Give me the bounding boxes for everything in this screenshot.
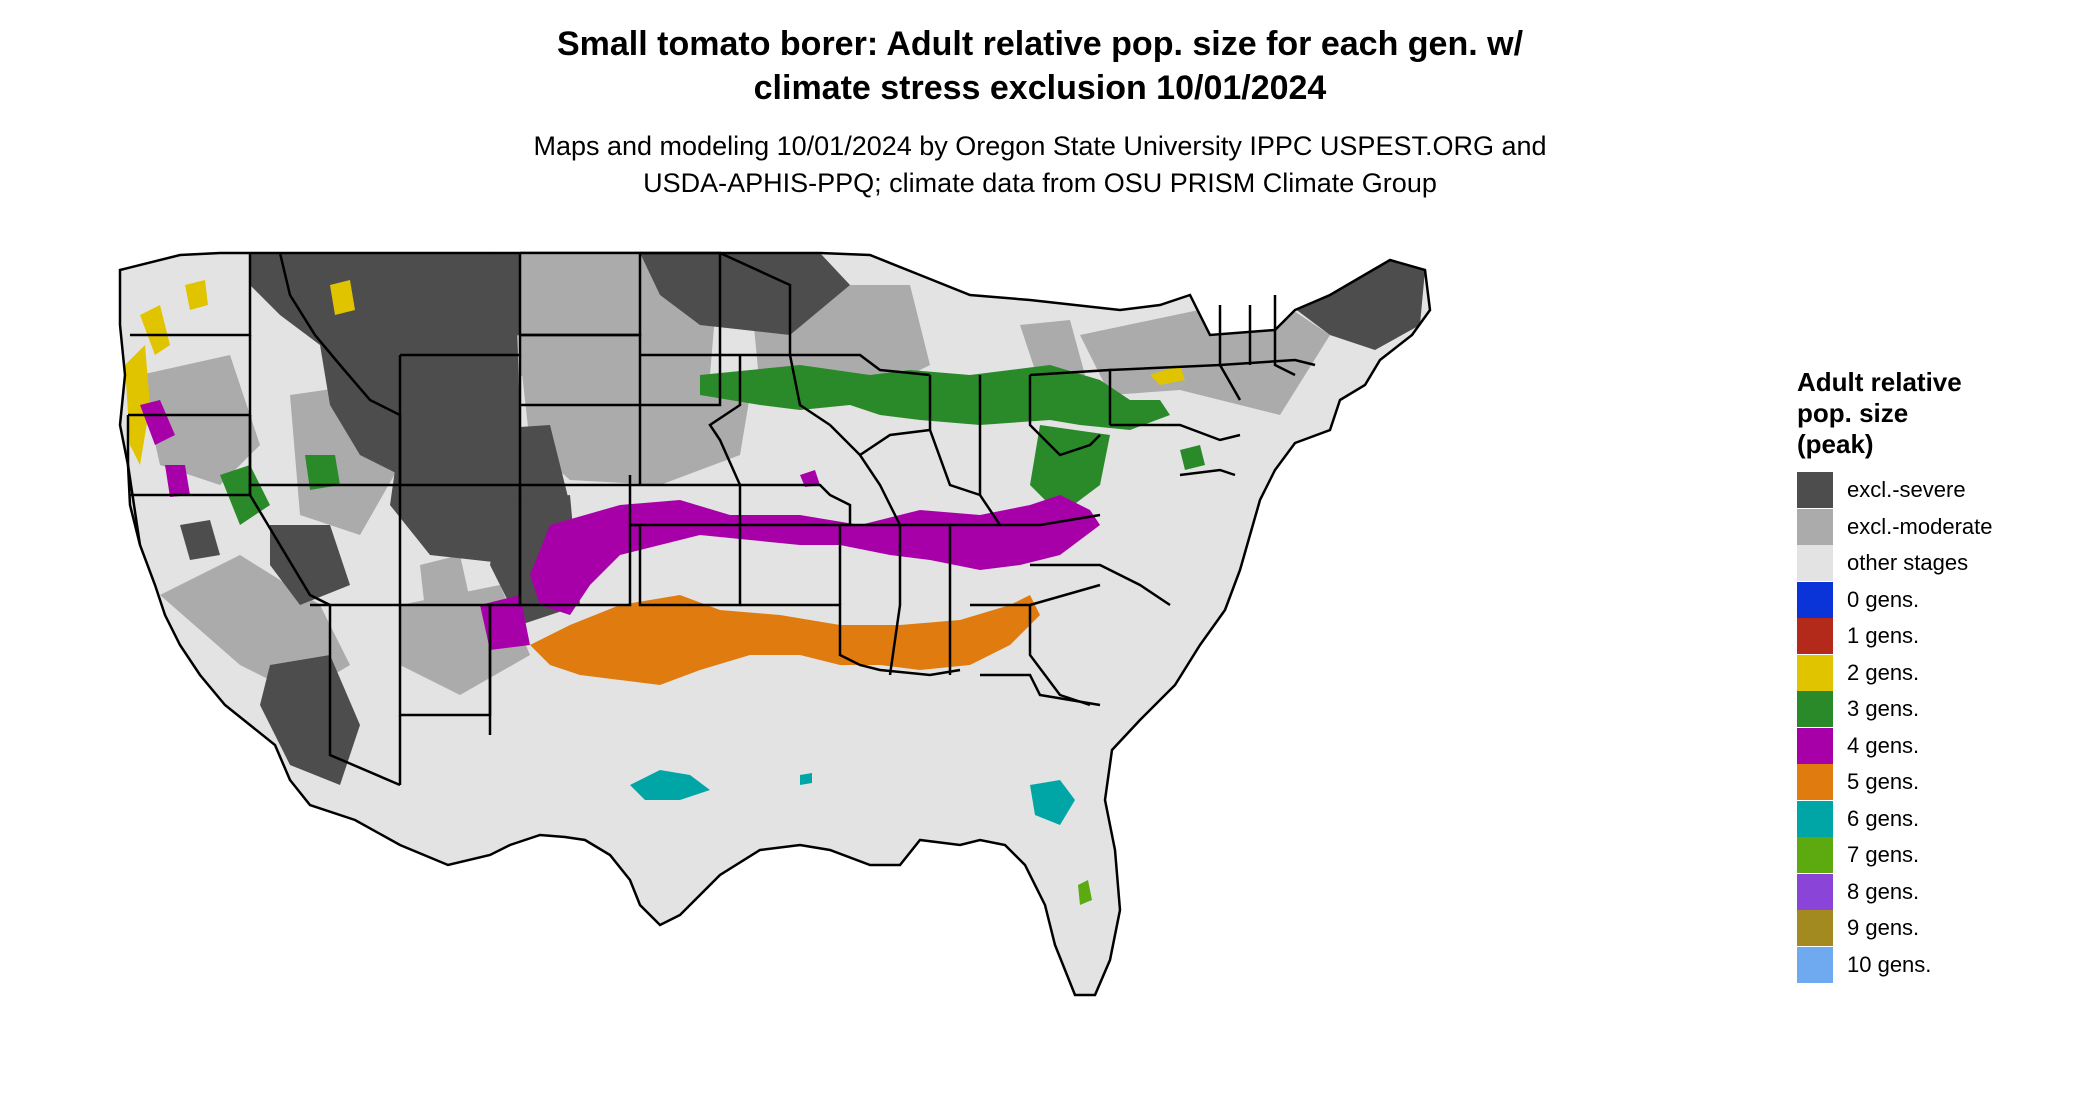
- zone-6-gens: [630, 770, 1075, 825]
- legend-swatch: [1797, 691, 1833, 728]
- subtitle-line-1: Maps and modeling 10/01/2024 by Oregon S…: [533, 131, 1547, 161]
- legend-label: other stages: [1847, 550, 1969, 576]
- legend-label: 6 gens.: [1847, 805, 1920, 831]
- map-title: Small tomato borer: Adult relative pop. …: [300, 22, 1780, 110]
- legend-title-line-1: Adult relative: [1797, 367, 1962, 397]
- zone-3-gens: [220, 365, 1205, 525]
- legend-label: 10 gens.: [1847, 951, 1932, 977]
- legend-item: other stages: [1797, 545, 2087, 582]
- legend-swatch: [1797, 727, 1833, 764]
- legend: Adult relative pop. size (peak) excl.-se…: [1797, 367, 2087, 983]
- map-subtitle: Maps and modeling 10/01/2024 by Oregon S…: [300, 128, 1780, 202]
- subtitle-line-2: USDA-APHIS-PPQ; climate data from OSU PR…: [643, 168, 1437, 198]
- legend-label: excl.-moderate: [1847, 513, 1993, 539]
- legend-label: 9 gens.: [1847, 915, 1920, 941]
- legend-title-line-3: (peak): [1797, 429, 1874, 459]
- legend-label: 0 gens.: [1847, 586, 1920, 612]
- legend-swatch: [1797, 472, 1833, 509]
- legend-swatch: [1797, 764, 1833, 801]
- legend-swatch: [1797, 545, 1833, 582]
- legend-item: excl.-severe: [1797, 472, 2087, 509]
- zone-5-gens: [530, 595, 1040, 685]
- state-borders: [118, 251, 1432, 997]
- legend-title: Adult relative pop. size (peak): [1797, 367, 2087, 460]
- legend-swatch: [1797, 508, 1833, 545]
- legend-swatch: [1797, 654, 1833, 691]
- title-line-1: Small tomato borer: Adult relative pop. …: [556, 25, 1524, 63]
- legend-label: 5 gens.: [1847, 769, 1920, 795]
- legend-label: excl.-severe: [1847, 477, 1966, 503]
- legend-item: 2 gens.: [1797, 654, 2087, 692]
- legend-item: 8 gens.: [1797, 873, 2087, 911]
- legend-label: 3 gens.: [1847, 696, 1920, 722]
- legend-items: excl.-severe excl.-moderate other stages 0 …: [1797, 472, 2087, 983]
- legend-item: 0 gens.: [1797, 581, 2087, 619]
- us-generations-map: [118, 251, 1432, 997]
- legend-swatch: [1797, 910, 1833, 947]
- legend-item: 10 gens.: [1797, 946, 2087, 984]
- legend-item: 3 gens.: [1797, 691, 2087, 728]
- legend-item: 4 gens.: [1797, 727, 2087, 765]
- legend-label: 7 gens.: [1847, 842, 1920, 868]
- legend-item: 1 gens.: [1797, 618, 2087, 655]
- legend-swatch: [1797, 800, 1833, 837]
- legend-label: 2 gens.: [1847, 659, 1920, 685]
- legend-item: excl.-moderate: [1797, 508, 2087, 546]
- legend-item: 9 gens.: [1797, 910, 2087, 947]
- legend-swatch: [1797, 618, 1833, 655]
- legend-label: 8 gens.: [1847, 878, 1920, 904]
- legend-label: 1 gens.: [1847, 623, 1920, 649]
- legend-swatch: [1797, 581, 1833, 618]
- legend-item: 7 gens.: [1797, 837, 2087, 874]
- legend-swatch: [1797, 837, 1833, 874]
- legend-label: 4 gens.: [1847, 732, 1920, 758]
- legend-item: 6 gens.: [1797, 800, 2087, 838]
- legend-swatch: [1797, 873, 1833, 910]
- legend-title-line-2: pop. size: [1797, 398, 1909, 428]
- title-line-2: climate stress exclusion 10/01/2024: [753, 69, 1327, 107]
- legend-item: 5 gens.: [1797, 764, 2087, 801]
- zone-7-gens: [1078, 880, 1092, 905]
- legend-swatch: [1797, 946, 1833, 983]
